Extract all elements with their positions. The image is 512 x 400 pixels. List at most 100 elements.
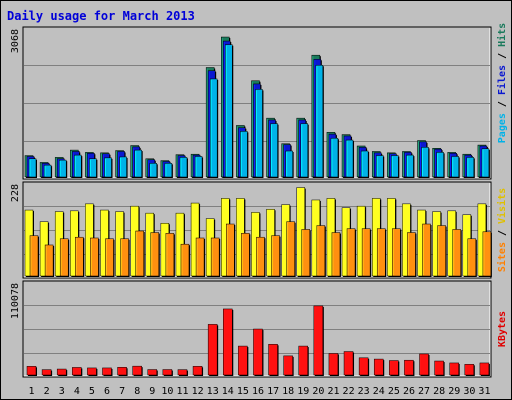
pages-bar (345, 139, 354, 178)
sites-bar (29, 235, 39, 277)
kbytes-bar (26, 366, 37, 376)
pages-bar (391, 155, 399, 178)
kbytes-bar (192, 366, 203, 376)
x-tick-label: 23 (358, 386, 370, 397)
pages-bar (300, 123, 308, 178)
legend-entry: Pages (497, 113, 508, 143)
pages-bar (451, 156, 459, 178)
kbytes-bar (87, 367, 97, 376)
chart-title: Daily usage for March 2013 (7, 9, 195, 23)
legend-entry: Visits (496, 188, 508, 224)
legend-entry: Sites (496, 242, 508, 272)
x-tick-label: 13 (207, 386, 219, 397)
x-tick-label: 28 (433, 386, 445, 397)
kbytes-panel-max-label: 110078 (10, 283, 21, 319)
pages-bar (375, 155, 384, 178)
pages-bar (149, 163, 158, 178)
x-tick-label: 30 (463, 386, 475, 397)
x-tick-label: 26 (403, 386, 415, 397)
kbytes-bar (268, 344, 278, 376)
sites-bar (210, 237, 220, 277)
pages-bar (58, 159, 67, 178)
pages-bar (104, 157, 112, 178)
kbytes-bar (464, 364, 475, 376)
sites-bar (331, 232, 341, 277)
sites-bar (90, 237, 99, 277)
kbytes-bar (419, 353, 429, 376)
pages-bar (134, 149, 142, 178)
sites-bar (316, 225, 326, 277)
pages-bar (179, 157, 188, 178)
x-tick-label: 9 (149, 386, 155, 397)
sites-bar (437, 225, 446, 277)
pages-bar (481, 148, 490, 178)
legend-separator: / (497, 224, 508, 242)
kbytes-bar (117, 367, 127, 376)
x-tick-label: 29 (448, 386, 460, 397)
sites-bar (44, 244, 54, 277)
legend-separator: / (497, 47, 508, 65)
kbytes-bar (449, 362, 459, 376)
pages-bar (89, 158, 97, 178)
sites-bar (59, 238, 69, 277)
sites-bar (286, 221, 295, 277)
kbytes-bar (373, 358, 384, 376)
kbytes-bar (207, 324, 218, 376)
legend-entry: KBytes (497, 311, 508, 347)
pages-bar (74, 154, 82, 178)
pages-bar (436, 152, 444, 178)
kbytes-bar (253, 328, 263, 376)
sites-bar (392, 228, 401, 277)
legend-hits-files-pages: Pages / Files / Hits (496, 23, 508, 143)
sites-bar (120, 238, 129, 277)
kbytes-bar (147, 369, 158, 376)
x-tick-label: 16 (252, 386, 264, 397)
kbytes-bar (313, 305, 324, 376)
pages-bar (270, 123, 278, 178)
sites-bar (482, 231, 492, 277)
sites-bar (135, 230, 144, 277)
kbytes-bar (358, 357, 369, 376)
sites-bar (180, 243, 190, 277)
legend-entry: Files (496, 65, 508, 95)
pages-bar (360, 150, 369, 178)
pages-bar (209, 78, 218, 178)
x-tick-label: 25 (388, 386, 400, 397)
sites-bar (165, 233, 175, 277)
kbytes-bar (162, 369, 173, 376)
legend-entry: Hits (496, 23, 508, 47)
sites-bar (376, 228, 386, 277)
kbytes-bar (389, 360, 399, 376)
kbytes-bar (56, 368, 67, 376)
x-tick-label: 4 (74, 386, 80, 397)
sites-bar (467, 238, 477, 277)
pages-bar (28, 158, 37, 178)
kbytes-bar (343, 351, 354, 376)
legend-kbytes: KBytes (497, 311, 508, 347)
x-tick-label: 20 (312, 386, 324, 397)
sites-bar (301, 229, 310, 277)
sites-bar (422, 223, 431, 277)
sites-bar (75, 236, 84, 277)
kbytes-bar (434, 360, 444, 376)
x-tick-label: 3 (59, 386, 65, 397)
kbytes-bar (328, 353, 339, 376)
x-tick-label: 22 (343, 386, 355, 397)
x-tick-label: 8 (134, 386, 140, 397)
pages-bar (285, 150, 293, 178)
x-tick-label: 6 (104, 386, 110, 397)
pages-bar (406, 154, 414, 178)
pages-bar (43, 164, 52, 178)
x-tick-label: 15 (237, 386, 249, 397)
pages-bar (119, 156, 127, 178)
legend-visits-sites: Sites / Visits (496, 188, 508, 272)
sites-bar (407, 232, 416, 277)
pages-bar (225, 44, 233, 178)
kbytes-bar (479, 362, 490, 376)
x-tick-label: 27 (418, 386, 430, 397)
kbytes-bar (177, 369, 188, 376)
kbytes-bar (283, 355, 293, 376)
sites-bar (105, 238, 114, 277)
x-tick-label: 18 (282, 386, 294, 397)
